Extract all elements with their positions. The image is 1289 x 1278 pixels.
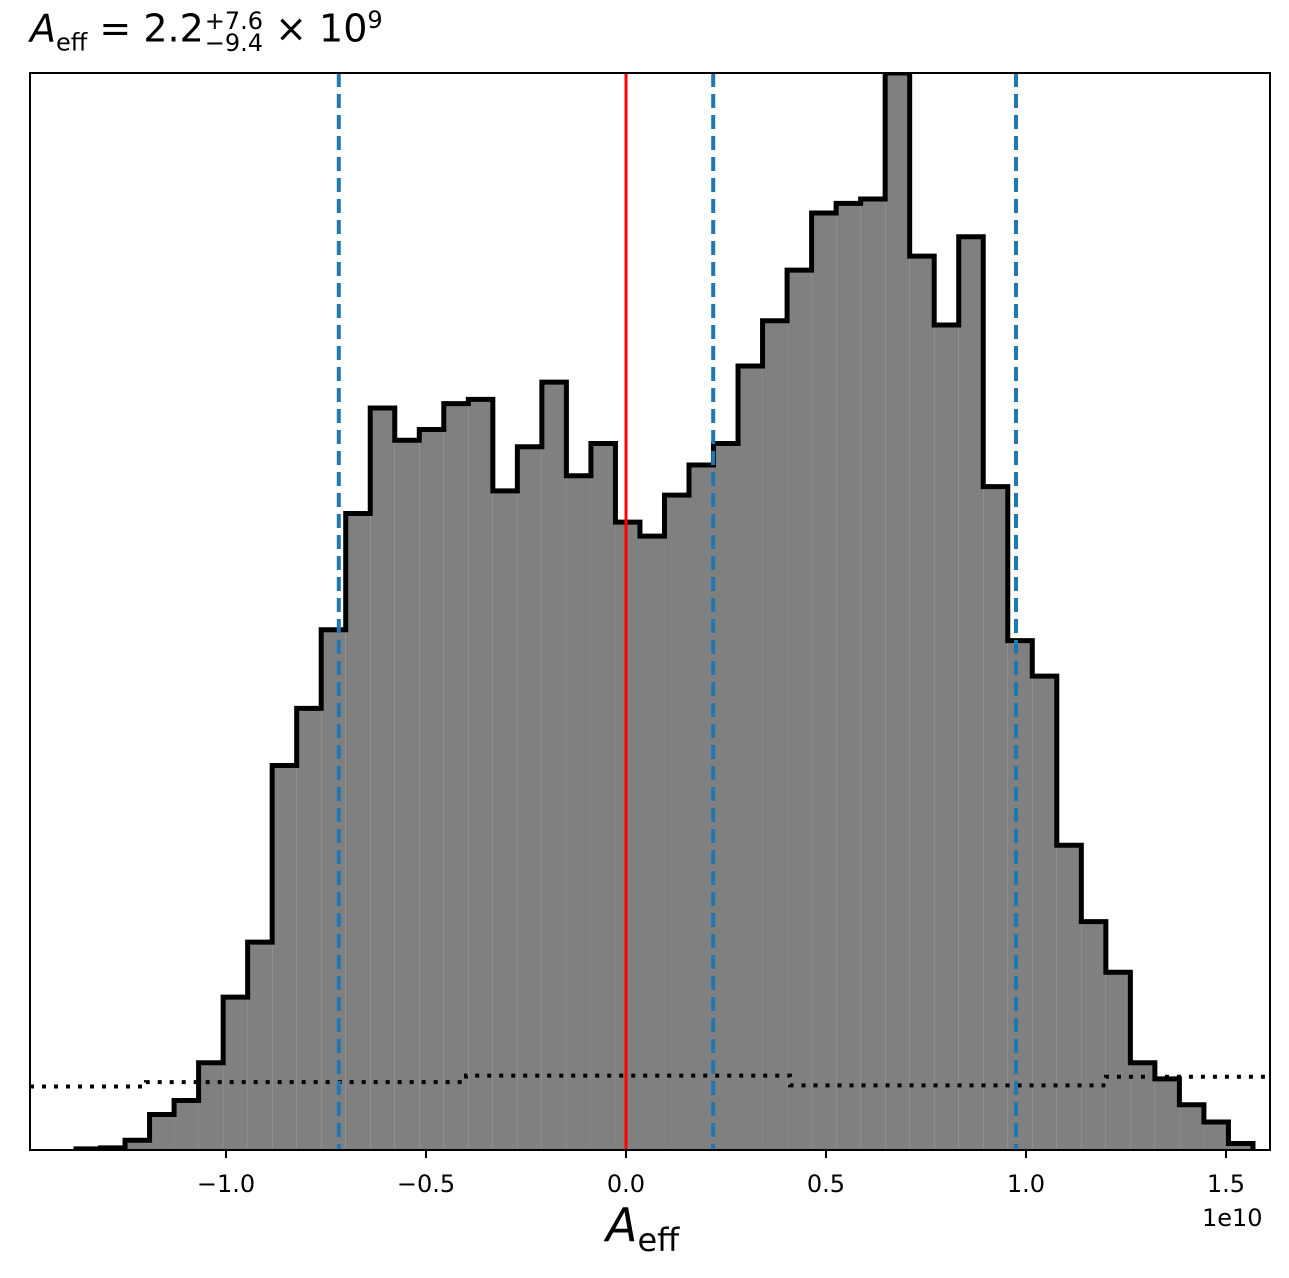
x-tick-label: 0.5 (807, 1170, 845, 1198)
histogram-bar (541, 382, 567, 1150)
histogram-layer (73, 73, 1256, 1150)
histogram-bar (713, 443, 739, 1150)
histogram-bar (272, 765, 297, 1150)
histogram-bar (811, 213, 837, 1150)
histogram-bar (1203, 1121, 1229, 1150)
histogram-bar (836, 203, 861, 1150)
histogram-bar (468, 399, 493, 1150)
histogram-bar (885, 73, 910, 1150)
histogram-bar (198, 1062, 224, 1150)
histogram-bar (1154, 1078, 1180, 1150)
histogram-bar (1081, 921, 1106, 1150)
histogram-bar (738, 365, 763, 1150)
histogram-bar (787, 270, 812, 1150)
histogram-bar (345, 513, 371, 1150)
xlabel-subscript: eff (637, 1221, 680, 1260)
title-lower-error: −9.4 (204, 28, 264, 57)
title-multiplier: × 10 (275, 6, 368, 51)
histogram-bar (639, 536, 665, 1150)
histogram-bar (934, 325, 959, 1150)
histogram-bar (1007, 640, 1033, 1150)
histogram-bar (370, 407, 395, 1150)
histogram-bar (419, 429, 444, 1150)
histogram-bar (860, 199, 886, 1150)
histogram-bar (615, 522, 640, 1150)
histogram-bar (443, 403, 469, 1150)
histogram-bar (566, 475, 591, 1150)
histogram-bar (247, 942, 273, 1150)
histogram-bar (174, 1100, 199, 1150)
histogram-bar (296, 708, 322, 1150)
histogram-bar (1032, 676, 1057, 1150)
x-tick-label: −1.0 (197, 1170, 255, 1198)
histogram-bar (1056, 845, 1082, 1150)
histogram-bar (762, 320, 788, 1150)
vline-layer (336, 73, 1018, 1150)
histogram-bar (394, 440, 420, 1150)
x-axis-offset-label: 1e10 (1202, 1204, 1263, 1232)
histogram-bar (1228, 1143, 1253, 1150)
title-errors: +7.6 −9.4 (204, 6, 264, 57)
xlabel-symbol: A (606, 1198, 638, 1252)
title-symbol: A (30, 6, 56, 51)
plot-frame (29, 72, 1271, 1151)
x-tick-label: 0.0 (607, 1170, 645, 1198)
x-axis-label: Aeff (606, 1198, 679, 1259)
title-upper-error: +7.6 (204, 6, 264, 35)
title-equals: = 2.2 (99, 6, 204, 51)
histogram-bar (517, 446, 542, 1150)
title-exponent: 9 (367, 6, 383, 34)
x-tick-label: −0.5 (397, 1170, 455, 1198)
histogram-bar (664, 495, 689, 1150)
histogram-bar (321, 629, 346, 1150)
chart-title: Aeff = 2.2 +7.6 −9.4 × 109 (30, 6, 383, 56)
histogram-bar (689, 465, 714, 1150)
histogram-bar (958, 236, 984, 1150)
histogram-bar (492, 490, 518, 1150)
x-tick-label: 1.5 (1207, 1170, 1245, 1198)
histogram-bar (909, 256, 935, 1150)
histogram-bar (223, 997, 248, 1150)
histogram-bar (1105, 972, 1131, 1150)
x-tick-label: 1.0 (1007, 1170, 1045, 1198)
x-axis-ticks: −1.0 −0.5 0.0 0.5 1.0 1.5 (197, 1150, 1245, 1198)
histogram-bar (983, 486, 1008, 1150)
histogram-outline (73, 73, 1256, 1150)
histogram-bar (149, 1114, 175, 1150)
histogram-bar (125, 1140, 150, 1150)
histogram-bar (590, 443, 616, 1150)
title-subscript: eff (56, 28, 88, 57)
histogram-bar (1179, 1104, 1204, 1150)
